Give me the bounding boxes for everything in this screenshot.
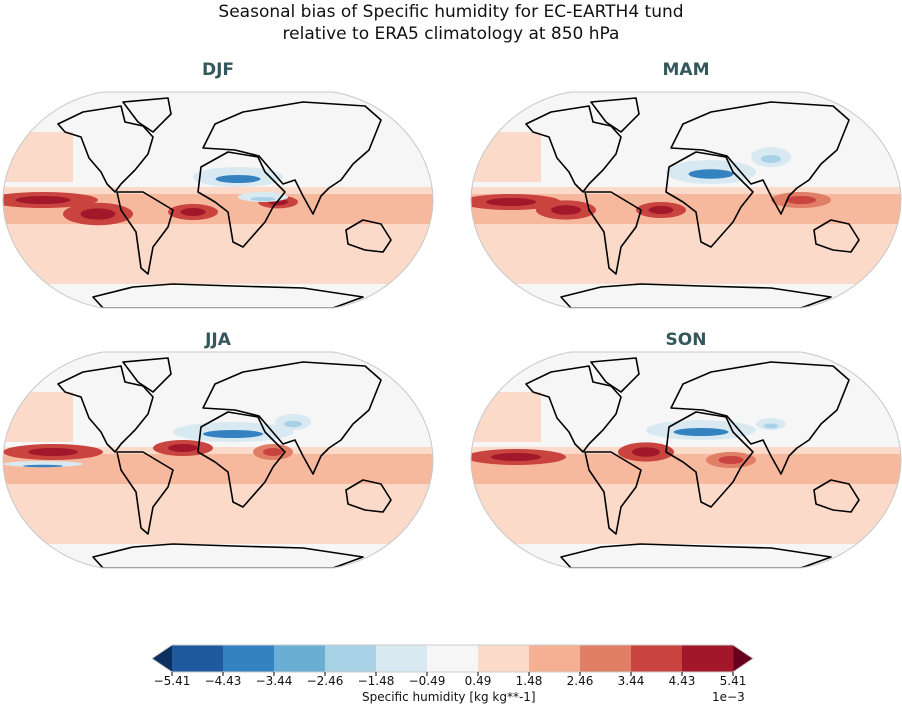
coastline bbox=[122, 97, 172, 133]
negative-bias-core bbox=[761, 155, 781, 163]
figure-title-line2: relative to ERA5 climatology at 850 hPa bbox=[282, 24, 620, 44]
coastline bbox=[345, 479, 392, 513]
map-border bbox=[470, 351, 902, 569]
colorbar bbox=[151, 644, 754, 676]
negative-bias-core bbox=[23, 464, 63, 468]
coastline bbox=[813, 479, 860, 513]
coastline bbox=[345, 219, 392, 253]
coastline bbox=[590, 357, 640, 393]
map-djf bbox=[2, 91, 434, 309]
colorbar-tick-label: −4.43 bbox=[204, 674, 242, 688]
coastline bbox=[525, 105, 622, 193]
colorbar-tick-label: 5.41 bbox=[719, 674, 747, 688]
coastline bbox=[665, 411, 754, 508]
panel-title-mam: MAM bbox=[662, 60, 710, 80]
figure-title-line1: Seasonal bias of Specific humidity for E… bbox=[218, 2, 684, 22]
positive-bias-core bbox=[632, 447, 660, 457]
positive-bias-core bbox=[486, 198, 536, 206]
positive-bias-core bbox=[491, 453, 541, 461]
positive-bias-core bbox=[263, 448, 283, 456]
coastline bbox=[197, 151, 286, 248]
colorbar-tick-label: −2.46 bbox=[306, 674, 344, 688]
colorbar-tick-label: 0.49 bbox=[464, 674, 492, 688]
map-border bbox=[2, 351, 434, 569]
antarctic-field bbox=[471, 284, 901, 308]
coastline bbox=[116, 451, 174, 535]
colorbar-tick-label: −1.48 bbox=[357, 674, 395, 688]
colorbar-scale-factor: 1e−3 bbox=[712, 690, 745, 704]
coastline bbox=[116, 191, 174, 275]
antarctic-field bbox=[3, 284, 433, 308]
panel-title-son: SON bbox=[665, 330, 707, 350]
colorbar-under-arrow bbox=[152, 645, 172, 672]
map-mam bbox=[470, 91, 902, 309]
colorbar-bin bbox=[427, 645, 479, 672]
map-jja bbox=[2, 351, 434, 569]
coastline bbox=[665, 151, 754, 248]
negative-bias-region bbox=[3, 461, 83, 467]
positive-bias-core bbox=[786, 196, 816, 204]
colorbar-bin bbox=[529, 645, 581, 672]
colorbar-bin bbox=[325, 645, 377, 672]
coastline bbox=[197, 411, 286, 508]
colorbar-label: Specific humidity [kg kg**-1] bbox=[362, 690, 536, 704]
coastline bbox=[92, 543, 364, 568]
colorbar-bin bbox=[223, 645, 275, 672]
negative-bias-core bbox=[673, 428, 729, 436]
antarctic-field bbox=[3, 544, 433, 568]
coastline bbox=[202, 361, 382, 475]
colorbar-bin bbox=[478, 645, 530, 672]
positive-bias-core bbox=[80, 208, 116, 220]
colorbar-tick-label: −0.49 bbox=[408, 674, 446, 688]
coastline bbox=[560, 543, 832, 568]
colorbar-tick-label: −5.41 bbox=[153, 674, 191, 688]
negative-bias-core bbox=[688, 169, 734, 179]
coastline bbox=[584, 451, 642, 535]
colorbar-tick-label: −3.44 bbox=[255, 674, 293, 688]
panel-title-jja: JJA bbox=[205, 330, 231, 350]
negative-bias-core bbox=[215, 175, 261, 183]
positive-bias-core bbox=[180, 208, 206, 216]
coastline bbox=[122, 357, 172, 393]
colorbar-bin bbox=[631, 645, 683, 672]
coastline bbox=[813, 219, 860, 253]
map-son bbox=[470, 351, 902, 569]
positive-bias-core bbox=[648, 206, 674, 214]
colorbar-bin bbox=[580, 645, 632, 672]
coastline bbox=[202, 101, 382, 215]
negative-bias-core bbox=[250, 197, 276, 201]
positive-bias-core bbox=[551, 205, 581, 215]
colorbar-tick-label: 2.46 bbox=[566, 674, 594, 688]
colorbar-bin bbox=[376, 645, 428, 672]
coastline bbox=[670, 361, 850, 475]
colorbar-over-arrow bbox=[733, 645, 753, 672]
coastline bbox=[560, 283, 832, 308]
coastline bbox=[57, 105, 154, 193]
negative-bias-core bbox=[284, 420, 302, 428]
positive-bias-core bbox=[718, 456, 744, 464]
positive-bias-core bbox=[15, 196, 71, 204]
panel-title-djf: DJF bbox=[201, 60, 235, 80]
coastline bbox=[92, 283, 364, 308]
colorbar-tick-label: 4.43 bbox=[668, 674, 696, 688]
colorbar-tick-label: 3.44 bbox=[617, 674, 645, 688]
positive-bias-core bbox=[28, 448, 78, 456]
positive-bias-core bbox=[168, 444, 198, 452]
coastline bbox=[590, 97, 640, 133]
map-border bbox=[470, 91, 902, 309]
antarctic-field bbox=[471, 544, 901, 568]
map-border bbox=[2, 91, 434, 309]
coastline bbox=[584, 191, 642, 275]
colorbar-bin bbox=[172, 645, 224, 672]
colorbar-tick-label: 1.48 bbox=[515, 674, 543, 688]
coastline bbox=[57, 365, 154, 453]
colorbar-bin bbox=[274, 645, 326, 672]
coastline bbox=[670, 101, 850, 215]
negative-bias-core bbox=[763, 423, 779, 429]
colorbar-bin bbox=[682, 645, 734, 672]
negative-bias-core bbox=[203, 430, 263, 438]
coastline bbox=[525, 365, 622, 453]
